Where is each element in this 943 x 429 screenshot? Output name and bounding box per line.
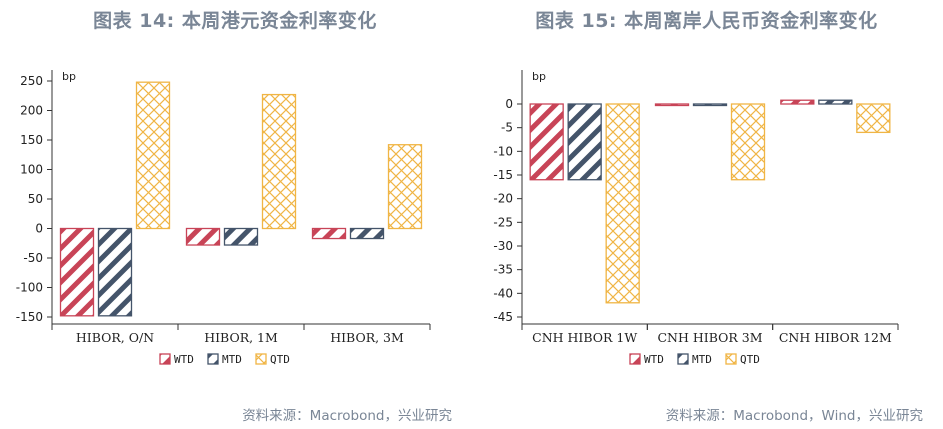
bar-qtd (856, 103, 891, 134)
y-tick-label: 50 (28, 192, 43, 206)
bar-wtd (654, 103, 690, 107)
y-tick-label: -5 (501, 121, 513, 135)
legend-swatch-qtd (255, 353, 267, 365)
legend-swatch-wtd (159, 353, 171, 365)
x-category-label: CNH HIBOR 12M (779, 330, 892, 345)
y-tick-label: -20 (493, 192, 513, 206)
legend-swatch-wtd (629, 353, 641, 365)
chart-panel-cnh: 0 -5 -10 -15 -20 -25 -30 -35 -40 -45 bp CNH HIBOR 1… (470, 0, 943, 429)
y-tick-label: -150 (16, 310, 43, 324)
bar-qtd (605, 103, 640, 304)
bar-mtd (97, 227, 133, 317)
chart-title: 图表 14: 本周港元资金利率变化 (93, 10, 377, 32)
bar-mtd (223, 227, 259, 246)
bar-wtd (59, 227, 95, 317)
y-tick-label: -25 (493, 215, 513, 229)
bar-qtd (135, 81, 171, 230)
bar-qtd (387, 144, 423, 230)
legend-label-mtd: MTD (692, 353, 712, 366)
y-tick-label: -40 (493, 286, 513, 300)
y-unit-label: bp (532, 70, 546, 83)
y-tick-label: 150 (20, 133, 43, 147)
bar-qtd (261, 93, 297, 230)
chart-panel-hkd: 250 200 150 100 50 0 -50 -100 -150 bp HIBOR, O/N HI… (0, 0, 470, 429)
legend-label-mtd: MTD (222, 353, 242, 366)
legend-swatch-mtd (207, 353, 219, 365)
y-tick-label: -15 (493, 168, 513, 182)
y-tick-label: -10 (493, 144, 513, 158)
bar-mtd (692, 103, 728, 107)
legend-label-wtd: WTD (644, 353, 664, 366)
bar-mtd (818, 99, 853, 105)
x-category-label: HIBOR, 1M (204, 330, 278, 345)
bar-mtd (567, 103, 602, 181)
y-tick-label: -50 (23, 251, 43, 265)
y-tick-label: -30 (493, 239, 513, 253)
chart-source: 资料来源：Macrobond，Wind，兴业研究 (665, 408, 923, 424)
legend: WTD MTD QTD (629, 353, 760, 366)
bar-mtd (349, 227, 385, 240)
bar-wtd (185, 227, 221, 246)
y-tick-label: 200 (20, 104, 43, 118)
chart-source: 资料来源：Macrobond，兴业研究 (242, 408, 452, 424)
legend-swatch-mtd (677, 353, 689, 365)
y-tick-label: -100 (16, 281, 43, 295)
y-tick-label: 250 (20, 74, 43, 88)
legend-label-wtd: WTD (174, 353, 194, 366)
y-tick-label: -35 (493, 263, 513, 277)
legend-label-qtd: QTD (270, 353, 290, 366)
x-category-label: CNH HIBOR 1W (532, 330, 637, 345)
x-category-label: HIBOR, 3M (330, 330, 404, 345)
bar-qtd (730, 103, 766, 181)
legend: WTD MTD QTD (159, 353, 290, 366)
y-tick-label: 0 (35, 222, 43, 236)
chart-cnh-funding-rates: 0 -5 -10 -15 -20 -25 -30 -35 -40 -45 bp CNH HIBOR 1… (493, 70, 899, 366)
legend-label-qtd: QTD (740, 353, 760, 366)
y-tick-label: 0 (505, 97, 513, 111)
chart-hkd-funding-rates: 250 200 150 100 50 0 -50 -100 -150 bp HIBOR, O/N HI… (16, 70, 431, 366)
bar-wtd (311, 227, 347, 240)
y-unit-label: bp (62, 70, 76, 83)
y-tick-label: 100 (20, 163, 43, 177)
bar-wtd (780, 99, 815, 105)
bar-wtd (529, 103, 564, 181)
chart-title: 图表 15: 本周离岸人民币资金利率变化 (535, 10, 878, 32)
legend-swatch-qtd (725, 353, 737, 365)
x-category-label: CNH HIBOR 3M (657, 330, 762, 345)
y-tick-label: -45 (493, 310, 513, 324)
x-category-label: HIBOR, O/N (76, 330, 154, 345)
